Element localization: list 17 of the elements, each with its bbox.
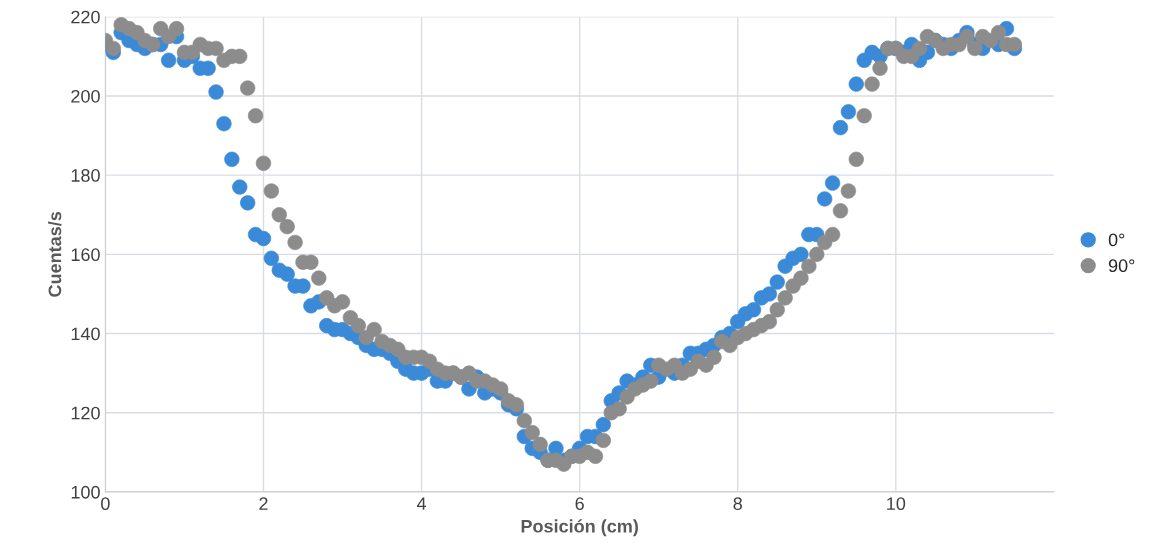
x-tick-label: 8 [733,497,742,511]
y-tick-label: 180 [71,169,100,182]
legend-label: 0° [1108,233,1125,247]
y-tick-label: 120 [71,406,100,420]
legend-label: 90° [1108,259,1135,273]
y-tick-label: 200 [71,89,100,103]
x-tick-label: 10 [887,497,906,511]
x-tick-label: 6 [575,497,584,511]
y-tick-label: 220 [71,10,100,24]
y-tick-label: 160 [71,248,100,262]
x-tick-label: 4 [416,497,427,510]
y-tick-label: 140 [71,327,100,341]
y-tick-label: 100 [71,485,100,499]
x-axis-title: Posición (cm) [521,519,638,537]
x-tick-label: 2 [259,497,268,510]
y-axis-title: Cuentas/s [48,211,62,297]
x-tick-label: 0 [101,497,110,511]
